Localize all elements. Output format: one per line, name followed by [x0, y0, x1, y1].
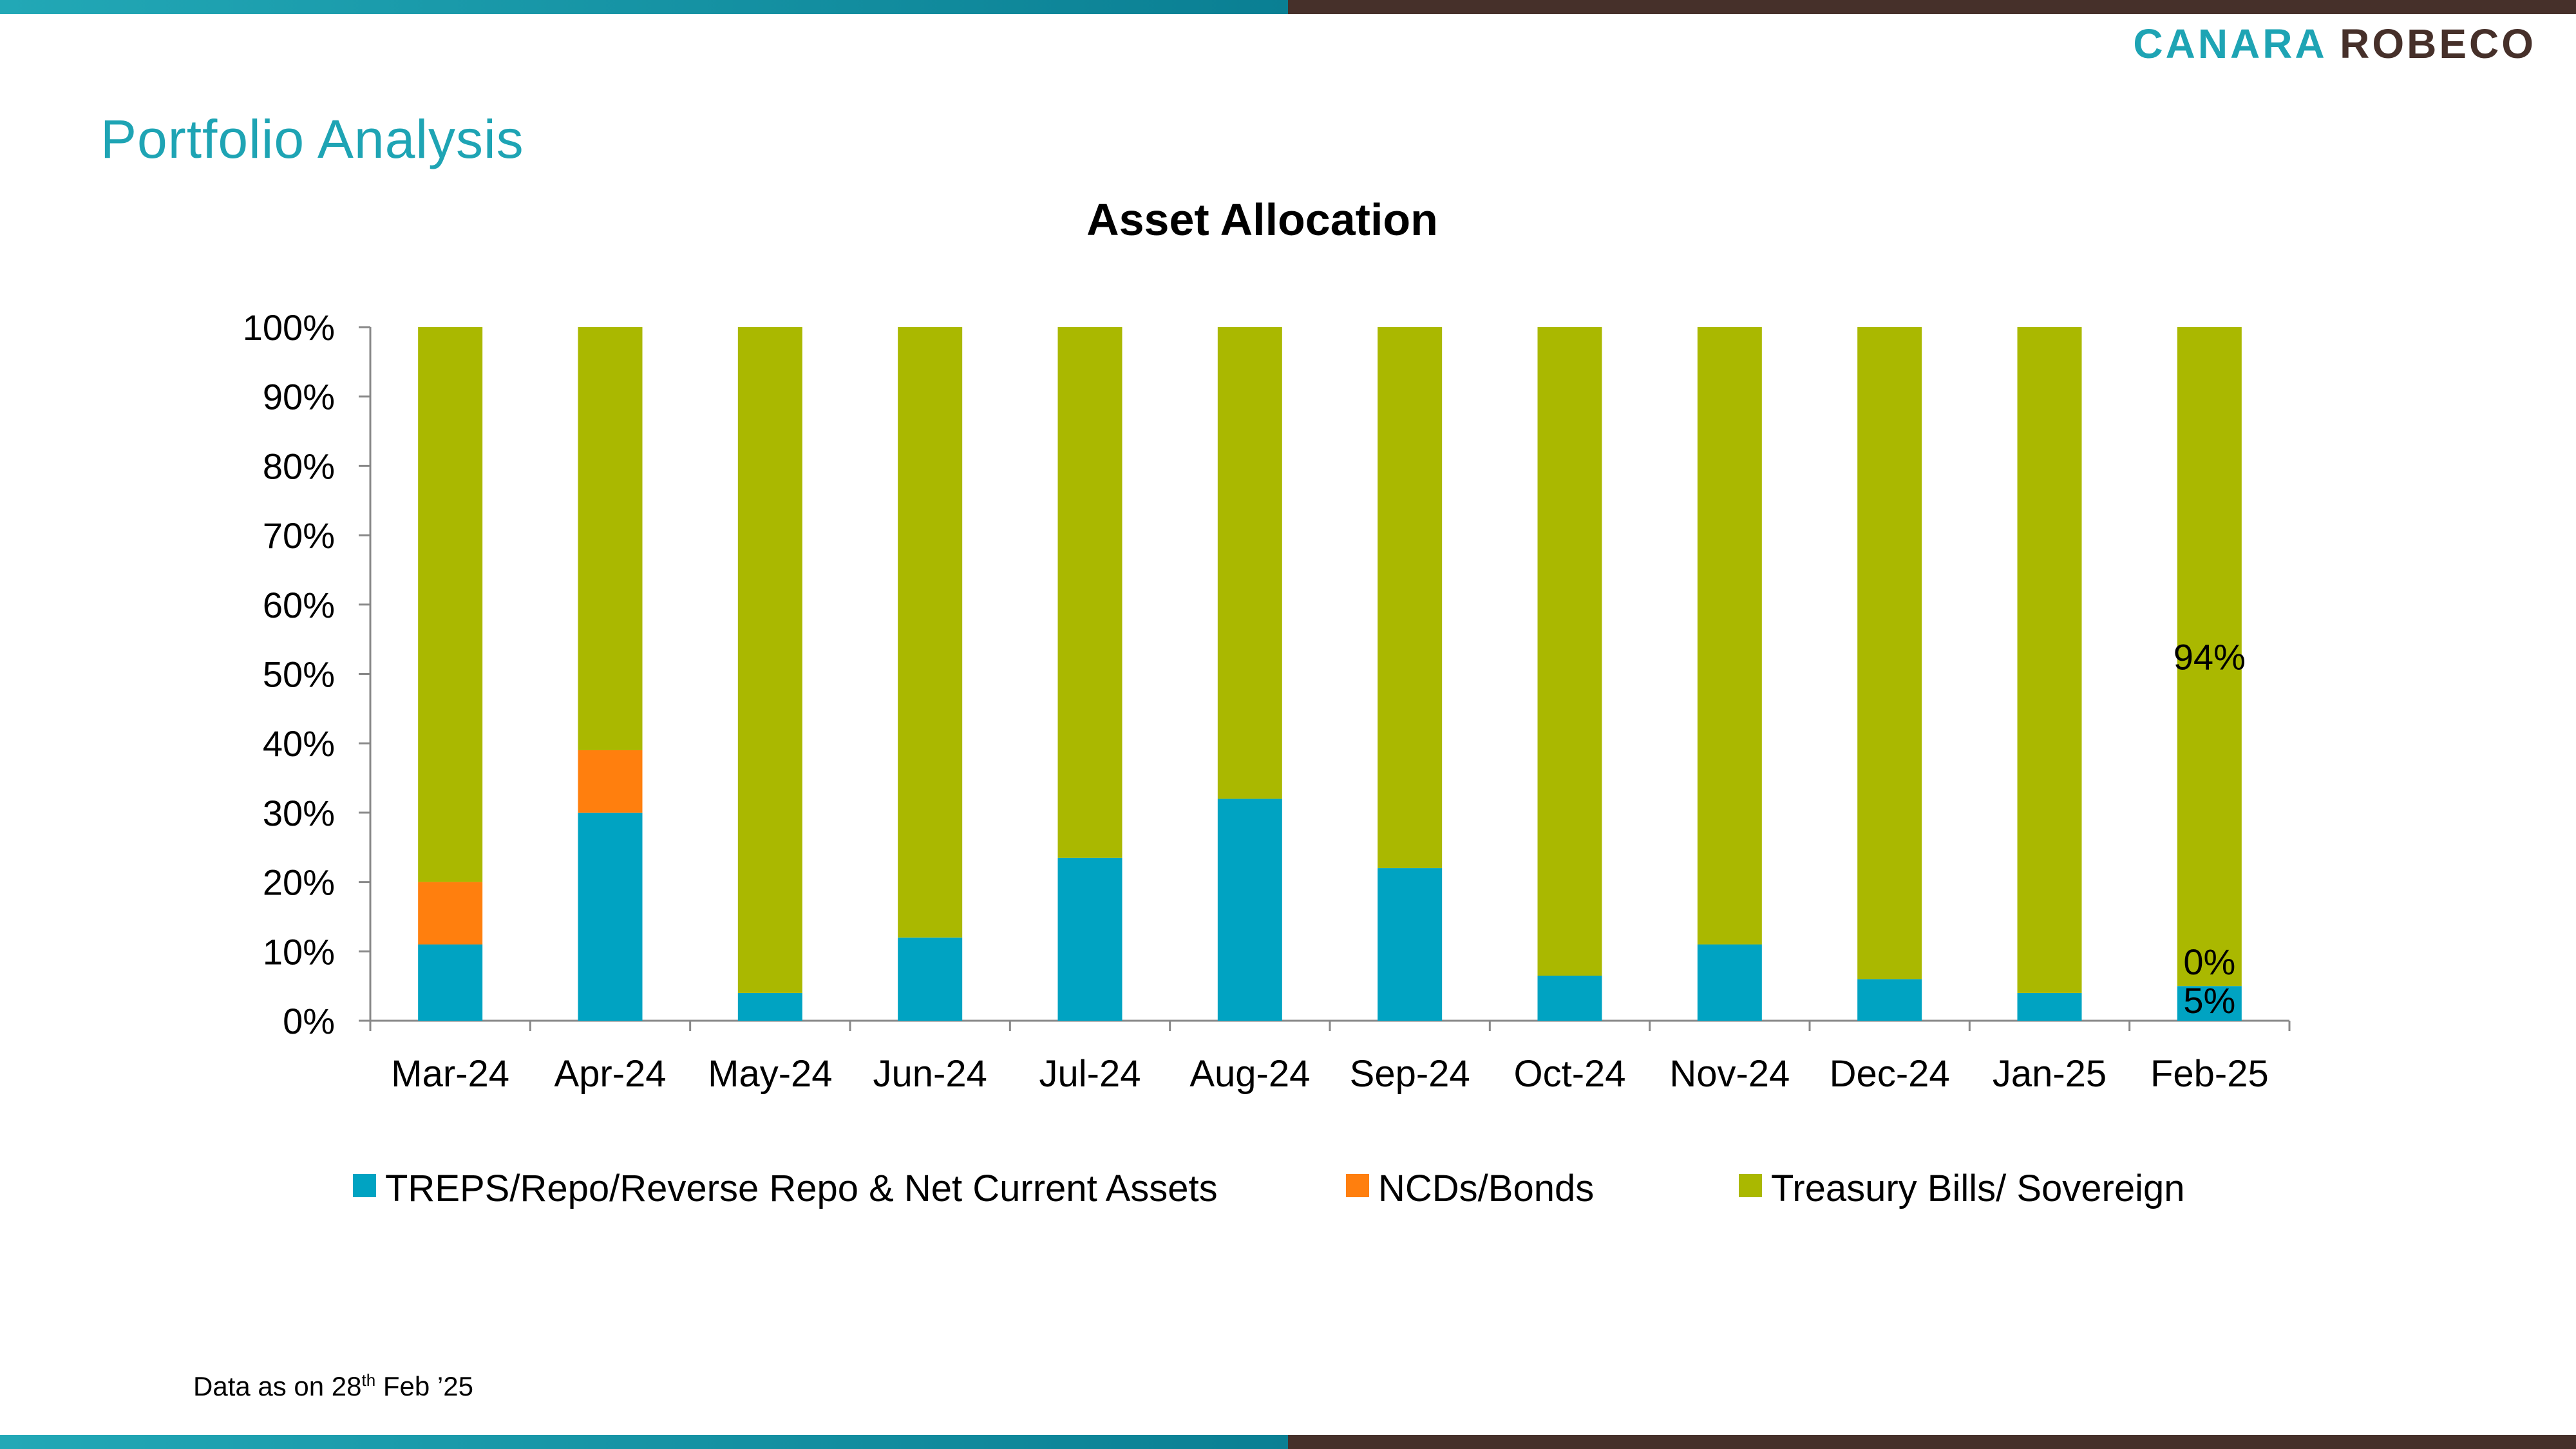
bar-aug-24-treps-repo-reverse-repo-net-current-assets [1217, 799, 1282, 1021]
data-label-feb-25-ncds-bonds: 0% [2183, 942, 2235, 982]
bar-jul-24-treasury-bills-sovereign [1057, 327, 1122, 858]
y-tick-label: 20% [263, 862, 335, 903]
top-accent-bar [0, 0, 2576, 14]
footnote-suffix: Feb ’25 [375, 1371, 473, 1401]
bar-sep-24-treps-repo-reverse-repo-net-current-assets [1378, 868, 1443, 1021]
top-accent-teal [0, 0, 1288, 14]
bar-jun-24-treasury-bills-sovereign [898, 327, 963, 938]
bottom-accent-brown [1288, 1435, 2576, 1449]
bar-jan-25-treps-repo-reverse-repo-net-current-assets [2017, 992, 2082, 1021]
bottom-accent-bar [0, 1435, 2576, 1449]
x-tick-label-aug-24: Aug-24 [1189, 1053, 1310, 1095]
bar-apr-24-treasury-bills-sovereign [578, 327, 643, 750]
bar-jul-24-treps-repo-reverse-repo-net-current-assets [1057, 857, 1122, 1021]
y-tick-label: 50% [263, 654, 335, 695]
bar-oct-24-treps-repo-reverse-repo-net-current-assets [1537, 975, 1602, 1021]
data-label-feb-25-treasury-bills-sovereign: 94% [2174, 637, 2246, 677]
legend-swatch-ncds-bonds [1346, 1174, 1369, 1197]
x-tick-label-jun-24: Jun-24 [873, 1053, 987, 1095]
y-tick-label: 40% [263, 723, 335, 764]
bar-oct-24-treasury-bills-sovereign [1537, 327, 1602, 976]
bar-nov-24-treasury-bills-sovereign [1697, 327, 1762, 945]
bar-apr-24-ncds-bonds [578, 750, 643, 813]
canara-robeco-logo: CANARA ROBECO [2133, 23, 2536, 64]
y-tick-label: 80% [263, 446, 335, 486]
bar-mar-24-ncds-bonds [418, 882, 483, 945]
bar-may-24-treasury-bills-sovereign [737, 327, 802, 993]
data-date-footnote: Data as on 28th Feb ’25 [193, 1370, 473, 1402]
x-tick-label-nov-24: Nov-24 [1669, 1053, 1790, 1095]
bar-mar-24-treasury-bills-sovereign [418, 327, 483, 882]
x-tick-label-jan-25: Jan-25 [1993, 1053, 2107, 1095]
legend-label-ncds-bonds: NCDs/Bonds [1378, 1168, 1594, 1209]
logo-canara: CANARA [2133, 21, 2326, 67]
legend-label-treps-repo-reverse-repo-net-current-assets: TREPS/Repo/Reverse Repo & Net Current As… [385, 1168, 1218, 1209]
bar-dec-24-treasury-bills-sovereign [1857, 327, 1922, 980]
bar-sep-24-treasury-bills-sovereign [1378, 327, 1443, 869]
y-tick-label: 90% [263, 377, 335, 417]
x-tick-label-mar-24: Mar-24 [391, 1053, 509, 1095]
y-tick-label: 70% [263, 515, 335, 556]
x-tick-label-may-24: May-24 [708, 1053, 832, 1095]
footnote-prefix: Data as on 28 [193, 1371, 362, 1401]
legend-swatch-treps-repo-reverse-repo-net-current-assets [353, 1174, 376, 1197]
bar-nov-24-treps-repo-reverse-repo-net-current-assets [1697, 944, 1762, 1021]
y-tick-label: 100% [243, 307, 335, 348]
y-tick-label: 60% [263, 585, 335, 625]
bar-mar-24-treps-repo-reverse-repo-net-current-assets [418, 944, 483, 1021]
x-tick-label-oct-24: Oct-24 [1513, 1053, 1625, 1095]
legend-label-treasury-bills-sovereign: Treasury Bills/ Sovereign [1771, 1168, 2185, 1209]
x-tick-label-dec-24: Dec-24 [1830, 1053, 1950, 1095]
bar-apr-24-treps-repo-reverse-repo-net-current-assets [578, 812, 643, 1021]
bar-feb-25-treasury-bills-sovereign [2177, 327, 2242, 987]
y-tick-label: 10% [263, 931, 335, 972]
page-title: Portfolio Analysis [100, 109, 524, 169]
bottom-accent-teal [0, 1435, 1288, 1449]
logo-robeco: ROBECO [2340, 21, 2536, 67]
y-tick-label: 0% [283, 1001, 335, 1041]
legend-swatch-treasury-bills-sovereign [1739, 1174, 1762, 1197]
x-tick-label-feb-25: Feb-25 [2150, 1053, 2269, 1095]
bar-jun-24-treps-repo-reverse-repo-net-current-assets [898, 937, 963, 1021]
footnote-sup: th [361, 1370, 376, 1390]
bar-jan-25-treasury-bills-sovereign [2017, 327, 2082, 993]
x-tick-label-sep-24: Sep-24 [1350, 1053, 1470, 1095]
y-tick-label: 30% [263, 793, 335, 833]
chart-title: Asset Allocation [1086, 194, 1438, 245]
bar-dec-24-treps-repo-reverse-repo-net-current-assets [1857, 979, 1922, 1021]
bar-aug-24-treasury-bills-sovereign [1217, 327, 1282, 799]
x-tick-label-jul-24: Jul-24 [1039, 1053, 1141, 1095]
bar-feb-25-treps-repo-reverse-repo-net-current-assets [2177, 986, 2242, 1021]
x-tick-label-apr-24: Apr-24 [554, 1053, 666, 1095]
data-label-feb-25-treps-repo-reverse-repo-net-current-assets: 5% [2183, 980, 2235, 1021]
bar-may-24-treps-repo-reverse-repo-net-current-assets [737, 992, 802, 1021]
top-accent-brown [1288, 0, 2576, 14]
